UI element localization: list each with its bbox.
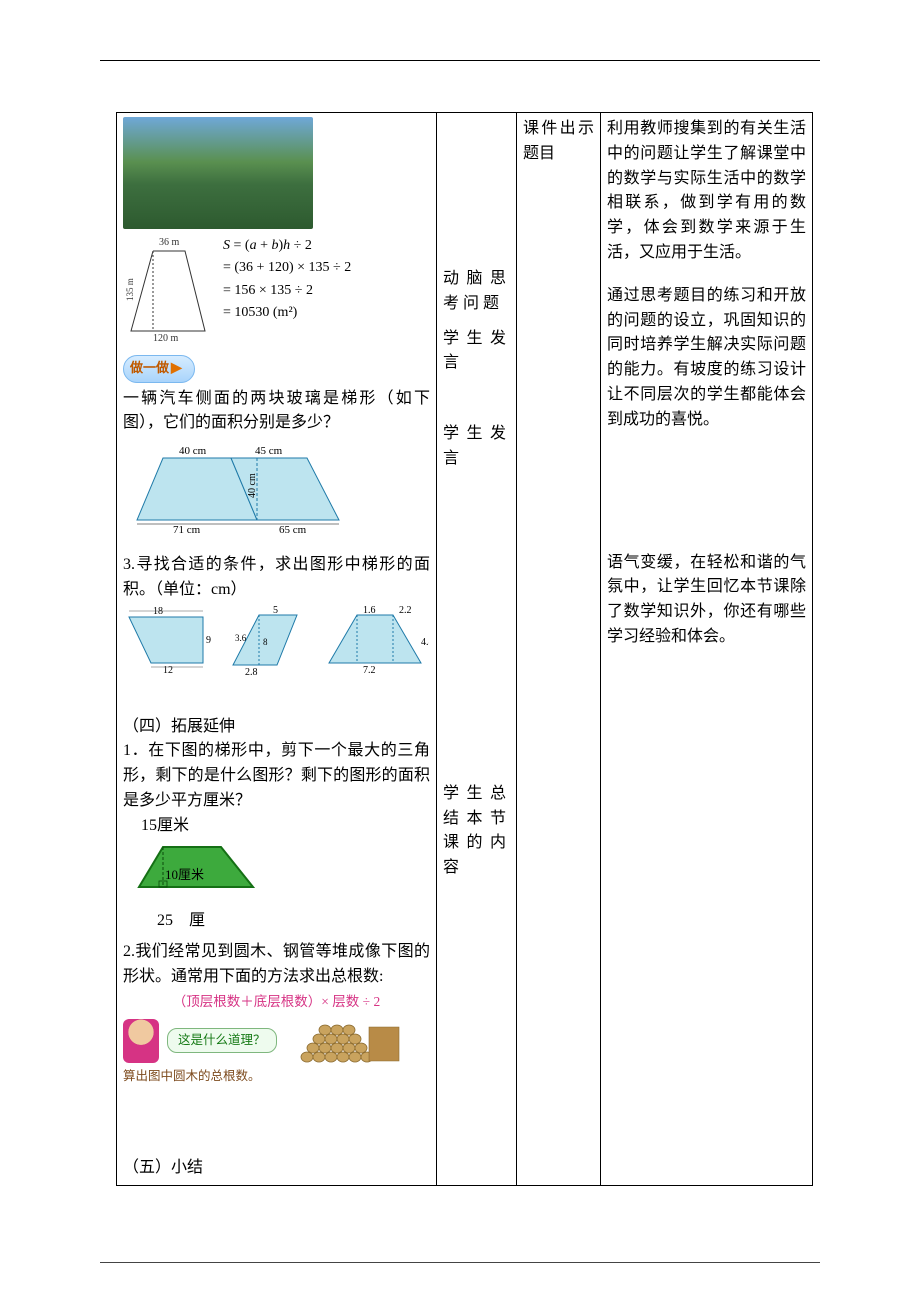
green-trap-bottom-unit: 厘 xyxy=(189,912,205,929)
col4-p2: 通过思考题目的练习和开放的问题的设立，巩固知识的同时培养学生解决实际问题的能力。… xyxy=(607,284,806,433)
section-4-title: （四）拓展延伸 xyxy=(123,715,430,740)
svg-text:10厘米: 10厘米 xyxy=(165,867,204,882)
column-4: 利用教师搜集到的有关生活中的问题让学生了解课堂中的数学与实际生活中的数学相联系，… xyxy=(601,113,813,1186)
svg-text:8: 8 xyxy=(263,637,268,647)
car-c: 71 cm xyxy=(173,524,201,536)
svg-text:9: 9 xyxy=(206,635,211,646)
car-b: 45 cm xyxy=(255,445,283,457)
extension-q2: 2.我们经常见到圆木、钢管等堆成像下图的形状。通常用下面的方法求出总根数: xyxy=(123,940,430,990)
svg-text:5: 5 xyxy=(273,605,278,616)
car-d: 65 cm xyxy=(279,524,307,536)
col2-block2: 学生发言 xyxy=(443,327,510,377)
col4-p1: 利用教师搜集到的有关生活中的问题让学生了解课堂中的数学与实际生活中的数学相联系，… xyxy=(607,117,806,266)
svg-text:3.6: 3.6 xyxy=(235,633,247,643)
svg-text:4.8: 4.8 xyxy=(421,637,429,648)
problem3-intro: 3.寻找合适的条件，求出图形中梯形的面积。（单位：cm） xyxy=(123,553,430,603)
svg-text:1.6: 1.6 xyxy=(363,605,376,616)
logs-caption: 算出图中圆木的总根数。 xyxy=(123,1067,430,1086)
trap1-top-label: 36 m xyxy=(159,237,180,248)
trap1-height-label: 135 m xyxy=(125,278,135,301)
p3-shape-3: 1.6 2.2 4.8 7.2 xyxy=(321,605,429,677)
p3-shape-2: 5 3.6 8 2.8 xyxy=(227,605,313,677)
logs-block: （顶层根数＋底层根数）× 层数 ÷ 2 这是什么道理？ 算出图中圆木的总根数。 xyxy=(123,992,430,1086)
col2-block1: 动脑思考问题 xyxy=(443,267,510,317)
logs-pile-diagram xyxy=(285,1017,403,1065)
col2-block3: 学生发言 xyxy=(443,422,510,472)
formula-line3: = 156 × 135 ÷ 2 xyxy=(223,280,351,302)
green-trap-top: 15厘米 xyxy=(141,814,430,839)
green-trap-block: 15厘米 10厘米 25 厘 xyxy=(123,814,430,934)
column-2: 动脑思考问题 学生发言 学生发言 学生总结本节课的内容 xyxy=(437,113,517,1186)
car-glass-question: 一辆汽车侧面的两块玻璃是梯形（如下图），它们的面积分别是多少？ xyxy=(123,387,430,437)
column-1: 36 m 135 m 120 m S = (a + b)h ÷ 2 = (36 … xyxy=(117,113,437,1186)
logs-formula: （顶层根数＋底层根数）× 层数 ÷ 2 xyxy=(123,992,430,1013)
formula-line4: = 10530 (m²) xyxy=(223,302,351,324)
green-trapezoid-diagram: 10厘米 xyxy=(135,843,267,895)
svg-text:7.2: 7.2 xyxy=(363,665,376,676)
dam-trapezoid-diagram: 36 m 135 m 120 m xyxy=(123,235,215,343)
svg-text:2.2: 2.2 xyxy=(399,605,412,616)
column-3: 课件出示题目 xyxy=(517,113,601,1186)
area-formula: S = (a + b)h ÷ 2 = (36 + 120) × 135 ÷ 2 … xyxy=(223,235,351,325)
problem3-figures: 18 9 12 5 3.6 8 2.8 1.6 2.2 4.8 7.2 xyxy=(123,603,430,687)
arrow-icon: ▶ xyxy=(171,361,182,376)
col2-block4: 学生总结本节课的内容 xyxy=(443,782,510,881)
car-a: 40 cm xyxy=(179,445,207,457)
car-glass-diagram: 40 cm 45 cm 40 cm 71 cm 65 cm xyxy=(123,440,359,536)
dam-photo-placeholder xyxy=(123,117,313,229)
formula-line2: = (36 + 120) × 135 ÷ 2 xyxy=(223,257,351,279)
col4-p3: 语气变缓，在轻松和谐的气氛中，让学生回忆本节课除了数学知识外，你还有哪些学习经验… xyxy=(607,551,806,650)
car-h: 40 cm xyxy=(247,473,258,498)
speech-bubble: 这是什么道理？ xyxy=(167,1028,277,1053)
green-trap-bottom-num: 25 xyxy=(157,912,173,929)
svg-text:2.8: 2.8 xyxy=(245,667,258,677)
p3-shape-1: 18 9 12 xyxy=(123,605,219,677)
trap1-bottom-label: 120 m xyxy=(153,333,179,343)
do-it-label: 做一做 xyxy=(130,360,169,375)
do-it-badge: 做一做▶ xyxy=(123,355,195,383)
table-row: 36 m 135 m 120 m S = (a + b)h ÷ 2 = (36 … xyxy=(117,113,813,1186)
cartoon-girl-icon xyxy=(123,1019,159,1063)
footer-rule xyxy=(100,1262,820,1263)
section-5-title: （五）小结 xyxy=(123,1156,430,1181)
top-rule xyxy=(100,60,820,61)
extension-q1: 1．在下图的梯形中，剪下一个最大的三角形，剩下的是什么图形？剩下的图形的面积是多… xyxy=(123,739,430,813)
dam-formula-block: 36 m 135 m 120 m S = (a + b)h ÷ 2 = (36 … xyxy=(123,235,430,343)
col3-block1: 课件出示题目 xyxy=(523,117,594,167)
svg-text:18: 18 xyxy=(153,606,163,617)
svg-text:12: 12 xyxy=(163,665,173,676)
lesson-plan-table: 36 m 135 m 120 m S = (a + b)h ÷ 2 = (36 … xyxy=(116,112,813,1186)
